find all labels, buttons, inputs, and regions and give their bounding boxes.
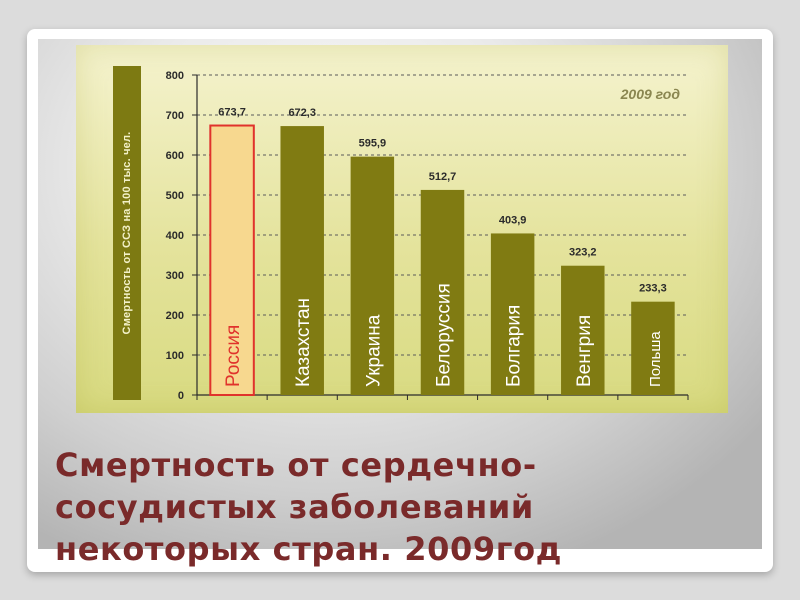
bar-5 [490, 233, 535, 395]
bar-1 [209, 124, 255, 397]
slide-title-line-3: некоторых стран. 2009год [55, 530, 563, 568]
bar-4 [420, 189, 465, 395]
chart-title: 2009 год [620, 86, 681, 102]
bar-2 [280, 126, 324, 395]
bar-7 [631, 301, 675, 395]
data-label: 672,3 [288, 107, 316, 119]
slide-title-line-1: Смертность от сердечно- [55, 446, 537, 484]
y-tick-label: 0 [178, 390, 184, 402]
category-label: Россия [223, 325, 244, 387]
data-label: 673,7 [218, 107, 246, 119]
y-tick-label: 300 [166, 270, 184, 282]
data-label: 512,7 [429, 171, 457, 183]
y-tick-label: 500 [166, 190, 184, 202]
y-tick-label: 200 [166, 310, 184, 322]
y-tick-label: 800 [166, 70, 184, 82]
y-tick-label: 400 [166, 230, 184, 242]
data-label: 233,3 [639, 283, 667, 295]
category-label: Венгрия [574, 315, 595, 387]
data-label: 595,9 [359, 138, 387, 150]
y-tick-label: 600 [166, 150, 184, 162]
chart-panel [76, 45, 728, 413]
bar-6 [561, 265, 605, 395]
category-label: Болгария [504, 305, 525, 387]
y-tick-label: 700 [166, 110, 184, 122]
y-axis-label: Смертность от ССЗ на 100 тыс. чел. [121, 131, 133, 335]
data-label: 323,2 [569, 247, 597, 259]
slide-title: Смертность от сердечно- сосудистых забол… [55, 444, 755, 570]
y-axis-label-box: Смертность от ССЗ на 100 тыс. чел. [113, 66, 141, 400]
data-label: 403,9 [499, 214, 527, 226]
bar-3 [350, 156, 395, 395]
category-label: Казахстан [293, 298, 314, 387]
category-label: Польша [647, 331, 664, 387]
slide-title-line-2: сосудистых заболеваний [55, 488, 534, 526]
y-tick-label: 100 [166, 350, 184, 362]
category-label: Украина [363, 314, 384, 387]
category-label: Белоруссия [434, 283, 455, 387]
